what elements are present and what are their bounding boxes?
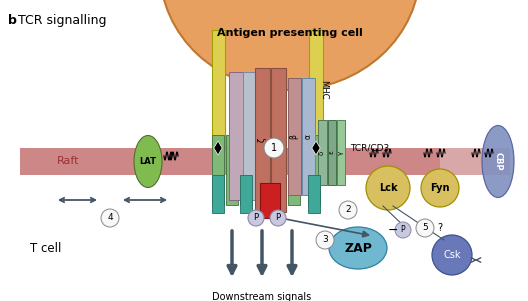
Text: Raft: Raft xyxy=(56,157,79,166)
Bar xyxy=(243,72,257,200)
Circle shape xyxy=(316,231,334,249)
Bar xyxy=(212,30,224,148)
Text: Fyn: Fyn xyxy=(430,183,450,193)
Text: γ: γ xyxy=(338,150,344,154)
Text: ζ: ζ xyxy=(258,138,267,142)
Bar xyxy=(272,175,284,213)
Text: P: P xyxy=(253,213,259,222)
Bar xyxy=(288,135,300,205)
Circle shape xyxy=(432,235,472,275)
Text: β: β xyxy=(289,134,298,139)
Ellipse shape xyxy=(160,0,420,90)
Ellipse shape xyxy=(482,126,514,197)
Text: 2: 2 xyxy=(345,206,351,215)
Text: T cell: T cell xyxy=(30,241,61,255)
Text: −: − xyxy=(388,224,398,237)
Bar xyxy=(240,135,252,205)
Circle shape xyxy=(366,166,410,210)
Bar xyxy=(328,120,336,185)
Bar xyxy=(260,183,280,218)
Bar xyxy=(229,72,243,200)
Text: Csk: Csk xyxy=(443,250,461,260)
Polygon shape xyxy=(214,141,222,155)
Bar xyxy=(337,120,345,185)
Bar xyxy=(272,135,284,205)
Text: Antigen presenting cell: Antigen presenting cell xyxy=(217,28,363,38)
Text: CBP: CBP xyxy=(494,152,503,171)
Text: P: P xyxy=(401,225,406,234)
Bar xyxy=(256,135,268,205)
Bar xyxy=(254,68,269,212)
Text: MHC: MHC xyxy=(319,80,328,100)
Bar xyxy=(212,175,224,213)
Text: ?: ? xyxy=(437,223,442,233)
Circle shape xyxy=(421,169,459,207)
Circle shape xyxy=(101,209,119,227)
Text: Lck: Lck xyxy=(379,183,397,193)
Bar xyxy=(308,175,320,213)
Text: TCR/CD3: TCR/CD3 xyxy=(350,144,389,153)
Text: b: b xyxy=(8,14,17,27)
Circle shape xyxy=(270,210,286,226)
Circle shape xyxy=(395,222,411,238)
Text: 4: 4 xyxy=(107,213,113,222)
Text: Downstream signals: Downstream signals xyxy=(212,292,312,301)
Polygon shape xyxy=(312,141,320,155)
Circle shape xyxy=(264,138,284,158)
Bar xyxy=(309,30,323,148)
Text: 5: 5 xyxy=(422,224,428,232)
Bar xyxy=(301,78,315,195)
Text: δ: δ xyxy=(319,150,325,155)
Bar xyxy=(20,148,510,175)
Bar xyxy=(288,78,300,195)
Bar xyxy=(226,135,238,205)
Bar xyxy=(212,135,224,205)
Ellipse shape xyxy=(134,135,162,188)
Text: α: α xyxy=(304,134,313,139)
Circle shape xyxy=(339,201,357,219)
Bar xyxy=(317,120,326,185)
Text: ε: ε xyxy=(329,150,335,154)
Bar xyxy=(308,135,320,205)
Bar xyxy=(20,148,440,175)
Text: ZAP: ZAP xyxy=(344,241,372,255)
Circle shape xyxy=(248,210,264,226)
Circle shape xyxy=(416,219,434,237)
Text: 3: 3 xyxy=(322,235,328,244)
Text: LAT: LAT xyxy=(139,157,156,166)
Text: 1: 1 xyxy=(271,143,277,153)
Ellipse shape xyxy=(329,227,387,269)
Text: P: P xyxy=(276,213,280,222)
Bar xyxy=(240,175,252,213)
Text: TCR signalling: TCR signalling xyxy=(18,14,107,27)
Bar xyxy=(270,68,286,212)
